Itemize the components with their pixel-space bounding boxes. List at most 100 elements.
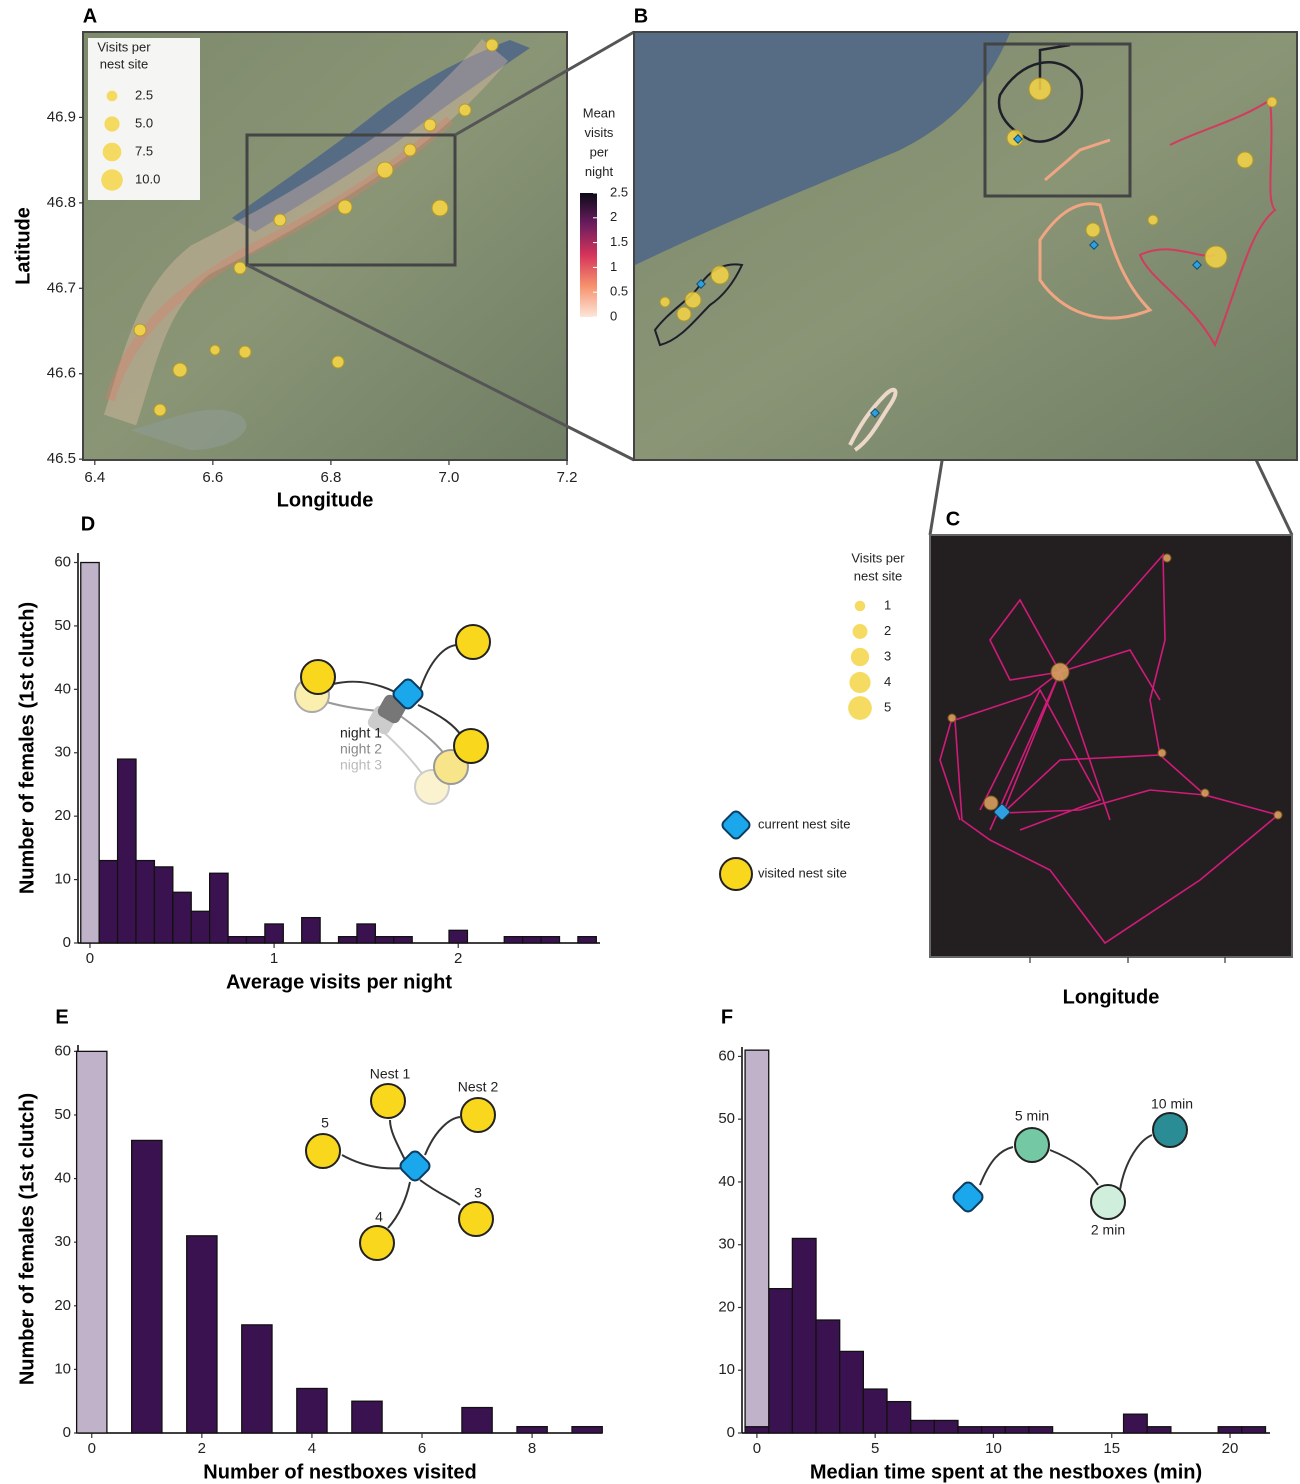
colorbar-title: visits bbox=[585, 125, 614, 140]
y-tick-label: 40 bbox=[718, 1173, 735, 1190]
legend-size-mark bbox=[848, 696, 872, 720]
legend-size-mark bbox=[849, 672, 870, 693]
map-c bbox=[930, 535, 1292, 963]
legend-label: 5.0 bbox=[135, 115, 153, 130]
legend-title: nest site bbox=[100, 56, 148, 71]
x-tick-label: 15 bbox=[1103, 1440, 1120, 1457]
histogram-bar bbox=[816, 1320, 840, 1433]
histogram-bar bbox=[934, 1420, 958, 1433]
y-axis-title: Latitude bbox=[12, 207, 34, 285]
x-tick-label: 6.8 bbox=[320, 469, 341, 486]
y-tick-label: 0 bbox=[63, 1424, 71, 1441]
x-tick-label: 8 bbox=[528, 1440, 536, 1457]
colorbar-label: 0.5 bbox=[610, 284, 628, 299]
histogram-bar bbox=[228, 937, 246, 943]
histogram-bar bbox=[504, 937, 522, 943]
histogram-bar bbox=[887, 1402, 911, 1433]
histogram-bar bbox=[745, 1427, 769, 1433]
histogram-bar bbox=[792, 1238, 816, 1433]
x-tick-label: 4 bbox=[308, 1440, 316, 1457]
legend-size-mark bbox=[853, 624, 868, 639]
bar bbox=[297, 1388, 327, 1433]
bar bbox=[462, 1408, 492, 1433]
histogram-bar bbox=[840, 1351, 864, 1433]
annotation: night 3 bbox=[340, 757, 382, 773]
histogram-bar bbox=[449, 930, 467, 943]
histogram-bar bbox=[1005, 1427, 1029, 1433]
bar bbox=[77, 1051, 107, 1433]
shared-legend: current nest site visited nest site bbox=[720, 809, 851, 890]
histogram-bar bbox=[1218, 1427, 1242, 1433]
y-tick-label: 20 bbox=[718, 1298, 735, 1315]
x-axis-title: Average visits per night bbox=[226, 971, 452, 993]
annotation: 3 bbox=[474, 1185, 482, 1201]
y-axis-title: Number of females (1st clutch) bbox=[16, 602, 38, 894]
y-tick-label: 10 bbox=[718, 1361, 735, 1378]
y-tick-label: 46.6 bbox=[47, 365, 76, 382]
histogram-bar bbox=[357, 924, 375, 943]
colorbar-label: 2 bbox=[610, 209, 617, 224]
y-tick-label: 0 bbox=[727, 1424, 735, 1441]
colorbar-title: Mean bbox=[583, 105, 616, 120]
histogram-bar bbox=[1124, 1414, 1148, 1433]
x-tick-label: 6 bbox=[418, 1440, 426, 1457]
histogram-bar bbox=[99, 861, 117, 943]
colorbar-title: per bbox=[590, 144, 609, 159]
map-frame bbox=[930, 535, 1292, 957]
legend-label: 2 bbox=[884, 623, 891, 638]
histogram-bar bbox=[173, 892, 191, 943]
legend-label: 4 bbox=[884, 674, 891, 689]
x-tick-label: 6.6 bbox=[202, 469, 223, 486]
x-tick-label: 20 bbox=[1222, 1440, 1239, 1457]
diagram-d bbox=[295, 625, 490, 804]
bar bbox=[132, 1140, 162, 1433]
colorbar-label: 0 bbox=[610, 308, 617, 323]
x-tick-label: 7.2 bbox=[557, 469, 578, 486]
bar bbox=[187, 1236, 217, 1433]
annotation: Nest 1 bbox=[370, 1066, 411, 1082]
legend-label: 1 bbox=[884, 597, 891, 612]
legend-size-mark bbox=[101, 169, 123, 191]
legend-label: 5 bbox=[884, 699, 891, 714]
histogram-bar bbox=[136, 861, 154, 943]
y-axis-title: Number of females (1st clutch) bbox=[16, 1093, 38, 1385]
histogram-bar bbox=[1029, 1427, 1053, 1433]
histogram-bar bbox=[394, 937, 412, 943]
colorbar-label: 2.5 bbox=[610, 184, 628, 199]
x-tick-label: 7.0 bbox=[439, 469, 460, 486]
x-tick-label: 5 bbox=[871, 1440, 879, 1457]
y-tick-label: 60 bbox=[54, 1042, 71, 1059]
legend-size-mark bbox=[107, 91, 118, 102]
figure: current nest site visited nest site A 6.4… bbox=[0, 0, 1300, 1484]
panel-label: E bbox=[55, 1006, 68, 1028]
panel-label: F bbox=[721, 1006, 733, 1028]
x-tick-label: 2 bbox=[454, 950, 462, 967]
x-tick-label: 0 bbox=[88, 1440, 96, 1457]
histogram-bar bbox=[958, 1427, 982, 1433]
x-tick-label: 2 bbox=[198, 1440, 206, 1457]
histogram-bar bbox=[375, 937, 393, 943]
legend-label: visited nest site bbox=[758, 865, 847, 880]
panel-label: D bbox=[81, 513, 95, 535]
y-tick-label: 50 bbox=[54, 1106, 71, 1123]
y-tick-label: 10 bbox=[54, 1360, 71, 1377]
histogram-bar bbox=[863, 1389, 887, 1433]
y-tick-label: 46.5 bbox=[47, 450, 76, 467]
legend-title: nest site bbox=[854, 568, 902, 583]
y-tick-label: 10 bbox=[54, 871, 71, 888]
bar bbox=[242, 1325, 272, 1433]
diagram-f bbox=[951, 1113, 1187, 1219]
legend-size-mark bbox=[855, 601, 866, 612]
panel-label: B bbox=[634, 5, 648, 27]
panel-label: A bbox=[83, 5, 97, 27]
y-tick-label: 50 bbox=[718, 1110, 735, 1127]
x-tick-label: 6.4 bbox=[84, 469, 105, 486]
colorbar-label: 1 bbox=[610, 259, 617, 274]
colorbar-label: 1.5 bbox=[610, 234, 628, 249]
y-tick-label: 46.9 bbox=[47, 108, 76, 125]
y-tick-label: 30 bbox=[54, 744, 71, 761]
x-tick-label: 1 bbox=[270, 950, 278, 967]
bar bbox=[572, 1427, 602, 1433]
y-tick-label: 30 bbox=[54, 1233, 71, 1250]
histogram-bar bbox=[302, 918, 320, 943]
